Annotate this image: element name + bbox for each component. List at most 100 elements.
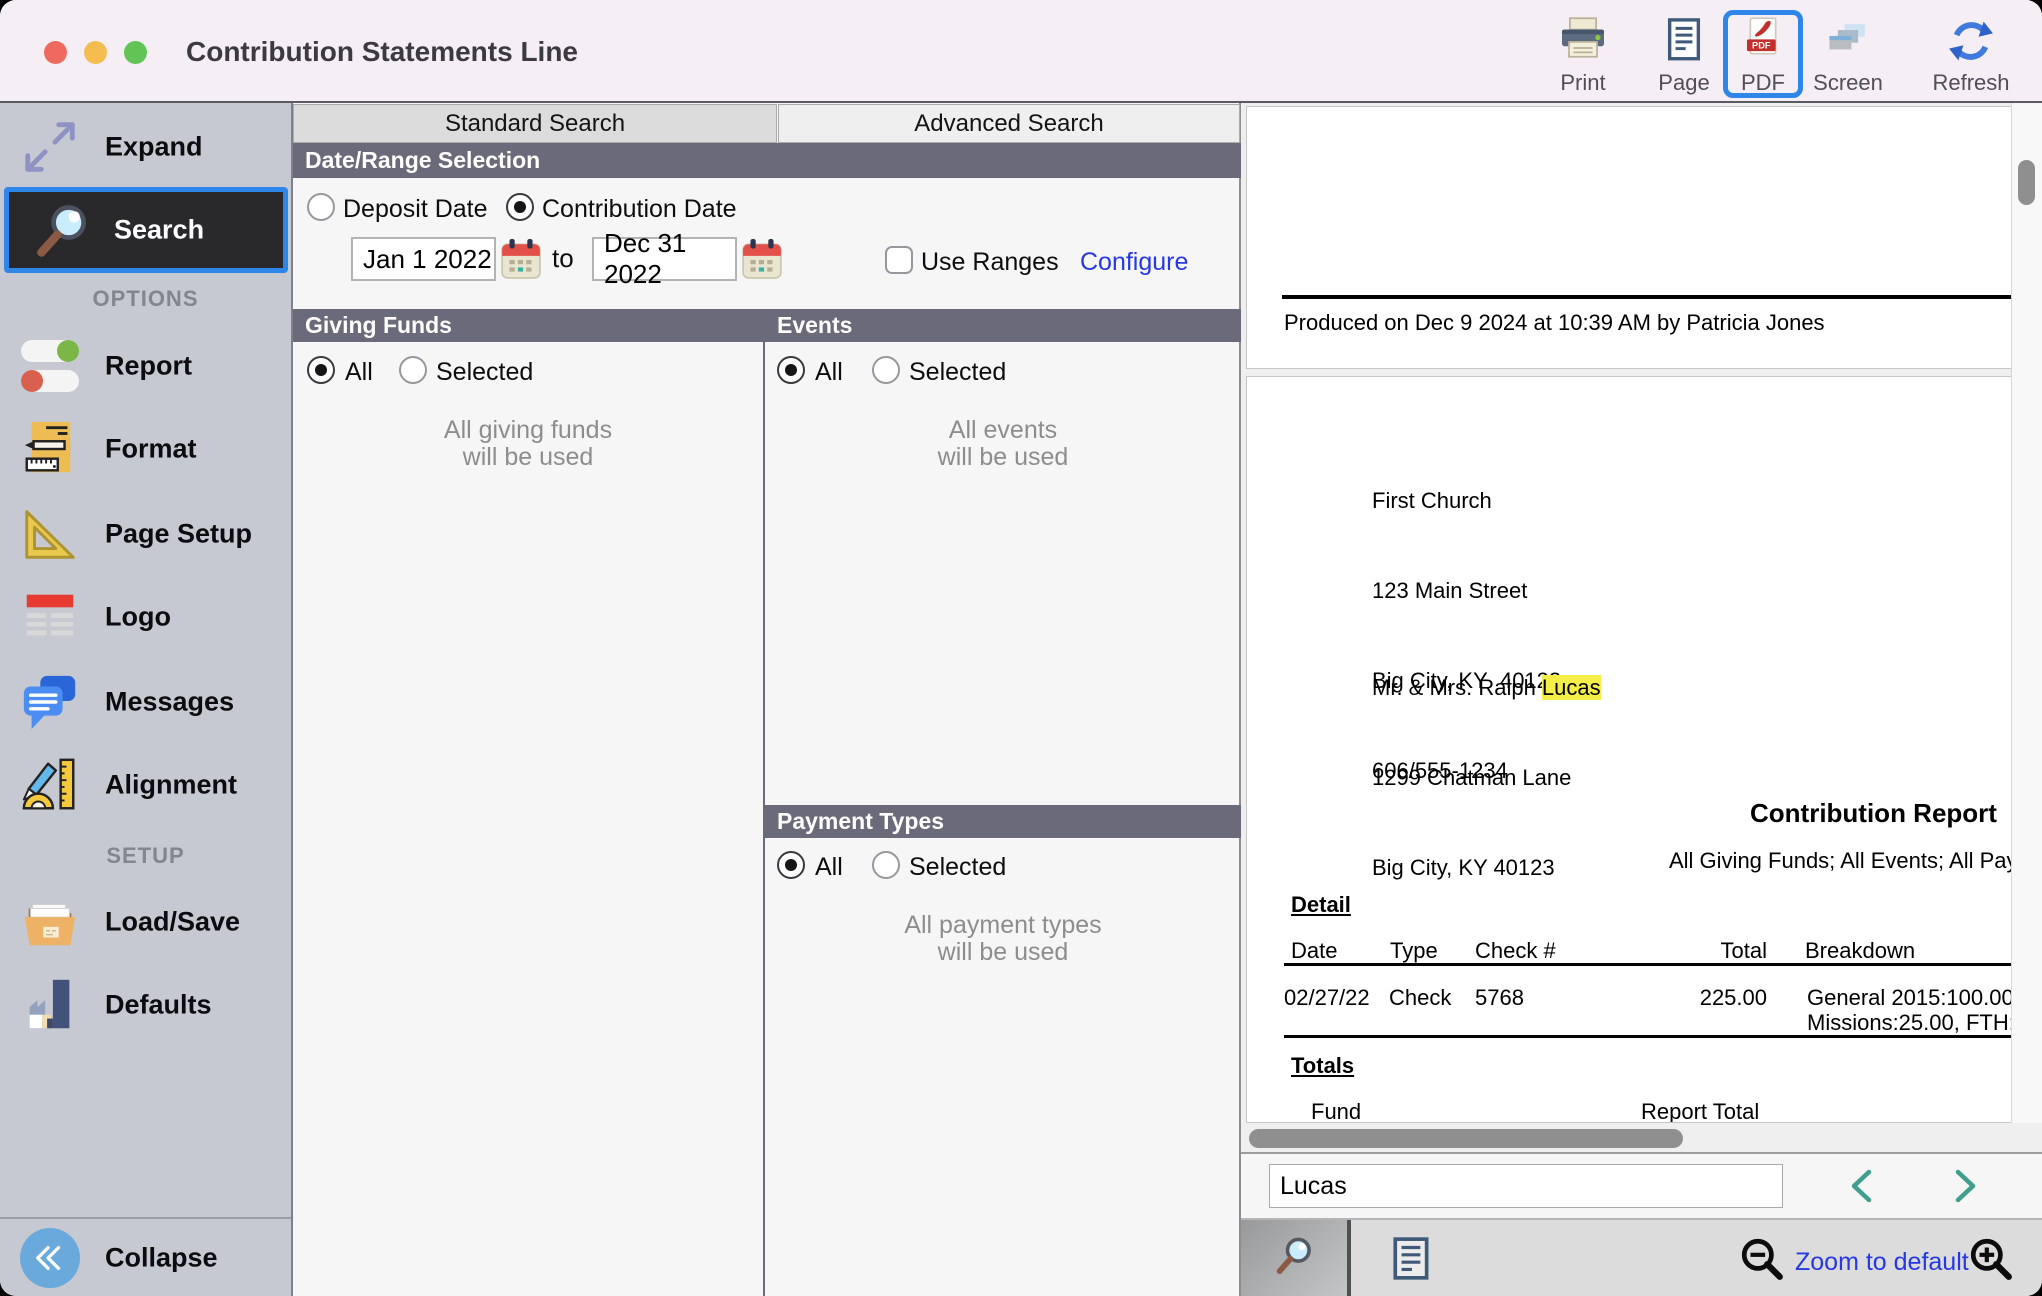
configure-link[interactable]: Configure	[1080, 248, 1189, 276]
sidebar-item-format[interactable]: Format	[0, 411, 291, 487]
col-check: Check #	[1475, 938, 1556, 963]
previous-match-button[interactable]	[1845, 1166, 1885, 1211]
document-view-tab[interactable]	[1389, 1236, 1435, 1287]
titlebar: Contribution Statements Line Print Page …	[0, 0, 2042, 103]
find-row-divider	[1241, 1152, 2042, 1154]
sidebar-item-defaults[interactable]: Defaults	[0, 967, 291, 1043]
events-header-bar: Events	[765, 309, 1241, 342]
giving-funds-selected-label[interactable]: Selected	[436, 358, 534, 386]
column-divider	[763, 309, 765, 1296]
giving-funds-header-bar: Giving Funds	[293, 309, 763, 342]
produced-line: Produced on Dec 9 2024 at 10:39 AM by Pa…	[1284, 310, 1825, 335]
sidebar-item-collapse[interactable]: Collapse	[0, 1219, 291, 1296]
vertical-scrollbar-thumb[interactable]	[2018, 160, 2035, 205]
vertical-scrollbar-track[interactable]	[2011, 103, 2042, 1123]
defaults-label: Defaults	[105, 989, 212, 1020]
events-all-label[interactable]: All	[815, 358, 843, 386]
window-title: Contribution Statements Line	[186, 36, 578, 67]
format-label: Format	[105, 433, 197, 464]
expand-label: Expand	[105, 131, 203, 162]
events-selected-label[interactable]: Selected	[909, 358, 1007, 386]
messages-label: Messages	[105, 686, 235, 717]
svg-text:PDF: PDF	[1752, 41, 1771, 51]
minimize-button[interactable]	[84, 41, 107, 64]
payment-types-header-bar: Payment Types	[765, 805, 1241, 838]
zoom-out-icon[interactable]	[1739, 1236, 1785, 1287]
sidebar-item-alignment[interactable]: Alignment	[0, 747, 291, 823]
load-save-label: Load/Save	[105, 906, 241, 937]
alignment-label: Alignment	[105, 769, 237, 800]
refresh-button[interactable]: Refresh	[1921, 12, 2021, 98]
find-bar	[1241, 1154, 2042, 1218]
tab-advanced-search-label: Advanced Search	[914, 109, 1104, 137]
payment-types-selected-radio[interactable]	[872, 851, 900, 879]
sidebar-item-page-setup[interactable]: Page Setup	[0, 496, 291, 572]
sidebar-item-expand[interactable]: Expand	[0, 109, 291, 185]
refresh-label: Refresh	[1932, 70, 2010, 95]
messages-icon	[14, 666, 86, 738]
sidebar-item-logo[interactable]: Logo	[0, 579, 291, 655]
deposit-date-radio[interactable]	[307, 193, 335, 221]
use-ranges-checkbox[interactable]	[885, 246, 913, 274]
page-setup-label: Page Setup	[105, 518, 253, 549]
payment-types-selected-label[interactable]: Selected	[909, 853, 1007, 881]
search-panel: Standard Search Advanced Search Date/Ran…	[293, 103, 1241, 1296]
report-subtitle: All Giving Funds; All Events; All Paymen…	[1669, 848, 2011, 873]
sidebar-item-messages[interactable]: Messages	[0, 664, 291, 740]
totals-col-fund: Fund	[1311, 1099, 1362, 1123]
to-date-calendar-icon[interactable]	[741, 238, 783, 280]
to-date-field[interactable]: Dec 31 2022	[592, 228, 737, 289]
contribution-date-label[interactable]: Contribution Date	[542, 195, 737, 223]
use-ranges-label[interactable]: Use Ranges	[921, 248, 1059, 276]
collapse-label: Collapse	[105, 1242, 218, 1272]
pdf-button[interactable]: PDF PDF	[1713, 12, 1813, 98]
zoom-in-icon[interactable]	[1968, 1236, 2014, 1287]
horizontal-scrollbar-thumb[interactable]	[1249, 1129, 1683, 1148]
tab-standard-search[interactable]: Standard Search	[293, 104, 777, 143]
print-button[interactable]: Print	[1533, 12, 1633, 98]
sidebar-footer-divider	[0, 1217, 291, 1219]
contribution-date-radio[interactable]	[506, 193, 534, 221]
date-range-header-bar: Date/Range Selection	[293, 143, 1241, 178]
search-match-highlight: Lucas	[1541, 675, 1601, 700]
page-button[interactable]: Page	[1634, 12, 1734, 98]
col-total: Total	[1720, 938, 1767, 963]
sidebar-item-search[interactable]: Search	[4, 187, 288, 273]
giving-funds-all-radio[interactable]	[307, 356, 335, 384]
from-date-field[interactable]: Jan 1 2022	[351, 237, 496, 281]
page1-footer-rule	[1282, 295, 2011, 299]
close-button[interactable]	[44, 41, 67, 64]
logo-icon	[14, 581, 86, 653]
tab-advanced-search[interactable]: Advanced Search	[778, 104, 1240, 143]
search-magnifier-icon	[27, 194, 99, 266]
find-mode-tab[interactable]	[1241, 1220, 1351, 1296]
payment-types-note: All payment types will be used	[904, 911, 1102, 966]
zoom-to-default-link[interactable]: Zoom to default	[1795, 1248, 1969, 1276]
screen-button[interactable]: Screen	[1798, 12, 1898, 98]
report-title: Contribution Report	[1750, 798, 1997, 828]
to-label: to	[552, 243, 574, 273]
sidebar-item-load-save[interactable]: Load/Save	[0, 884, 291, 960]
find-input[interactable]	[1269, 1164, 1783, 1208]
sidebar-section-options: OPTIONS	[92, 286, 199, 311]
table-rule-bottom	[1284, 1035, 2011, 1038]
payment-types-all-label[interactable]: All	[815, 853, 843, 881]
church-address: First Church 123 Main Street Big City, K…	[1372, 488, 1562, 783]
donor-address: Mr. & Mrs. Ralph Lucas 1299 Chatman Lane…	[1372, 675, 1601, 880]
screen-label: Screen	[1813, 70, 1883, 95]
sidebar-item-report[interactable]: Report	[0, 328, 291, 404]
format-icon	[14, 413, 86, 485]
col-type: Type	[1390, 938, 1438, 963]
events-all-radio[interactable]	[777, 356, 805, 384]
events-selected-radio[interactable]	[872, 356, 900, 384]
page-icon	[1634, 12, 1734, 70]
giving-funds-all-label[interactable]: All	[345, 358, 373, 386]
from-date-calendar-icon[interactable]	[500, 238, 542, 280]
next-match-button[interactable]	[1944, 1166, 1984, 1211]
detail-section-header: Detail	[1291, 892, 1351, 917]
deposit-date-label[interactable]: Deposit Date	[343, 195, 488, 223]
payment-types-all-radio[interactable]	[777, 851, 805, 879]
giving-funds-selected-radio[interactable]	[399, 356, 427, 384]
report-toggles-icon	[14, 330, 86, 402]
maximize-button[interactable]	[124, 41, 147, 64]
